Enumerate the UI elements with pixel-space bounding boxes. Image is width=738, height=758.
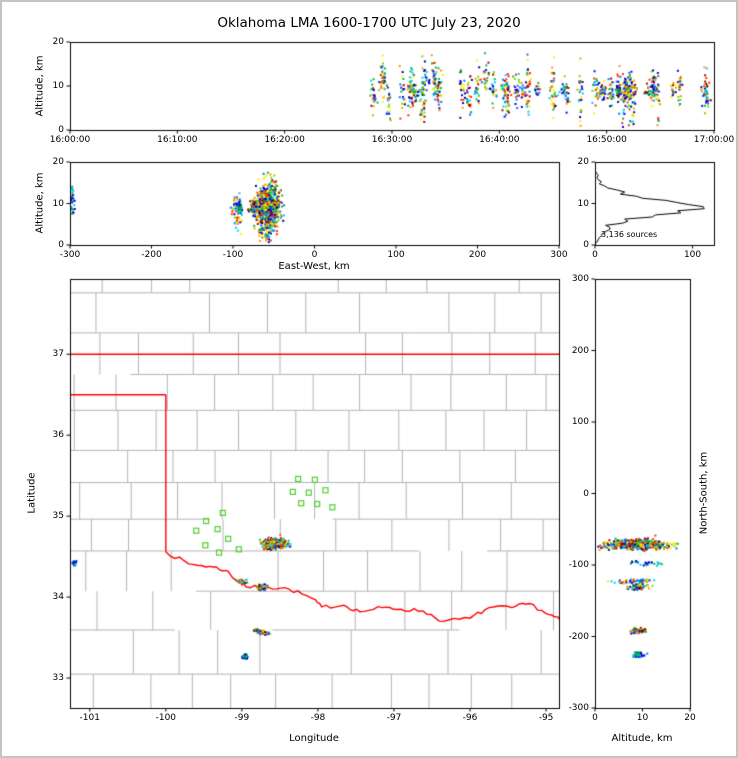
tick-label: 300	[550, 250, 568, 260]
tick-label: 20	[577, 157, 589, 167]
tick-label: 36	[52, 430, 64, 441]
tick-label: 20	[52, 37, 64, 47]
tick-label: 0	[583, 240, 589, 250]
map-xlabel: Longitude	[289, 733, 339, 744]
tick-label: -96	[462, 713, 478, 723]
tick-label: -100	[568, 560, 589, 570]
tick-label: 16:50:00	[586, 135, 627, 145]
tick-label: 16:10:00	[157, 135, 198, 145]
figure-title: Oklahoma LMA 1600-1700 UTC July 23, 2020	[217, 15, 521, 31]
tick-label: 20	[52, 157, 64, 167]
map-ylabel: Latitude	[26, 472, 38, 514]
tick-label: 10	[52, 81, 64, 91]
tick-label: 10	[577, 198, 589, 209]
tick-label: -99	[234, 713, 250, 723]
tick-label: 200	[571, 345, 589, 356]
tick-label: -100	[155, 713, 177, 723]
source-count-annotation: 3,136 sources	[601, 230, 658, 239]
tick-label: 17:00:00	[693, 135, 735, 145]
tick-label: -200	[568, 631, 589, 642]
tick-label: 100	[387, 250, 405, 260]
tick-label: 16:30:00	[371, 135, 413, 145]
tick-label: 34	[52, 592, 64, 603]
ns-panel-ylabel: North-South, km	[698, 451, 710, 535]
tick-label: 0	[58, 240, 64, 250]
tick-label: -95	[538, 713, 554, 723]
tick-label: -100	[222, 250, 244, 260]
tick-label: 10	[52, 198, 64, 209]
ew-panel-ylabel: Altitude, km	[34, 172, 46, 234]
tick-label: -300	[568, 703, 589, 713]
tick-label: 16:20:00	[264, 135, 305, 145]
tick-label: 200	[468, 250, 487, 260]
tick-label: -300	[59, 250, 81, 260]
tick-label: -101	[79, 713, 100, 723]
tick-label: -97	[386, 713, 402, 723]
tick-label: 33	[52, 673, 64, 684]
tick-label: 16:40:00	[479, 135, 520, 145]
time-panel-ylabel: Altitude, km	[34, 55, 46, 117]
tick-label: 0	[58, 125, 64, 135]
tick-label: 100	[683, 250, 702, 260]
tick-label: 0	[592, 713, 598, 723]
ns-panel-xlabel: Altitude, km	[611, 733, 673, 744]
tick-label: -200	[141, 250, 162, 260]
tick-label: -98	[310, 713, 326, 723]
tick-label: 0	[592, 250, 598, 260]
tick-label: 0	[311, 250, 318, 260]
tick-label: 100	[571, 417, 589, 427]
tick-label: 0	[583, 488, 589, 499]
tick-label: 16:00:00	[49, 135, 91, 145]
tick-label: 10	[636, 713, 649, 723]
tick-label: 37	[52, 349, 64, 360]
tick-label: 35	[52, 511, 64, 522]
tick-label: 300	[571, 274, 589, 284]
ew-panel-xlabel: East-West, km	[278, 261, 350, 272]
tick-label: 20	[684, 713, 696, 723]
